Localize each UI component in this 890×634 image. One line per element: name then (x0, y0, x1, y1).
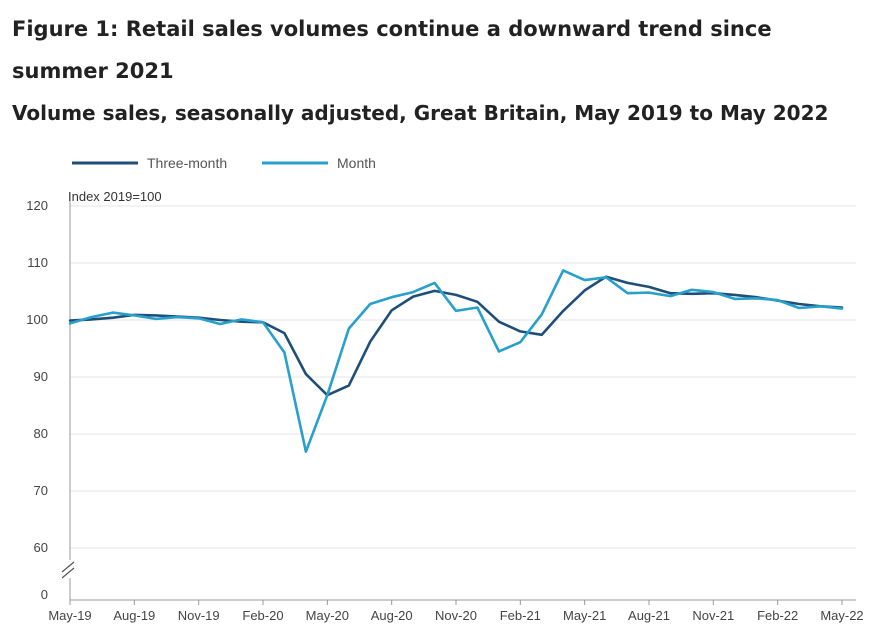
x-tick-label: May-19 (48, 608, 91, 623)
x-tick-label: May-20 (306, 608, 349, 623)
y-tick-label: 90 (34, 369, 48, 384)
axes: 0 60 70 80 90 100 110 120 May-19 Aug-19 Nov-19 Feb-… (26, 198, 863, 623)
y-tick-label: 80 (34, 426, 48, 441)
axis-break-mark (61, 567, 75, 579)
series-lines (68, 269, 844, 454)
legend: Three-month Month (72, 155, 376, 171)
x-tick-label: Aug-19 (113, 608, 155, 623)
x-tick-label: Feb-20 (242, 608, 283, 623)
x-tick-label: Nov-21 (692, 608, 734, 623)
y-tick-label: 70 (34, 483, 48, 498)
x-tick-label: Feb-22 (757, 608, 798, 623)
x-tick-label: May-22 (820, 608, 863, 623)
series-line-month (68, 269, 844, 454)
x-tick-label: Nov-20 (435, 608, 477, 623)
x-tick-label: Aug-21 (628, 608, 670, 623)
gridlines (70, 205, 856, 549)
axis-break-mark (61, 561, 75, 573)
y-tick-label: 120 (26, 198, 48, 213)
legend-label: Month (337, 155, 376, 171)
y-axis-label: Index 2019=100 (68, 189, 162, 204)
legend-label: Three-month (147, 155, 227, 171)
x-tick-label: Feb-21 (500, 608, 541, 623)
x-tick-label: May-21 (563, 608, 606, 623)
y-tick-label: 60 (34, 540, 48, 555)
chart-title: Figure 1: Retail sales volumes continue … (12, 17, 772, 83)
x-tick-label: Aug-20 (371, 608, 413, 623)
x-tick-label: Nov-19 (178, 608, 220, 623)
y-tick-label: 100 (26, 312, 48, 327)
y-tick-label: 110 (27, 255, 48, 270)
chart-subtitle: Volume sales, seasonally adjusted, Great… (12, 101, 829, 125)
y-tick-label: 0 (41, 587, 48, 602)
